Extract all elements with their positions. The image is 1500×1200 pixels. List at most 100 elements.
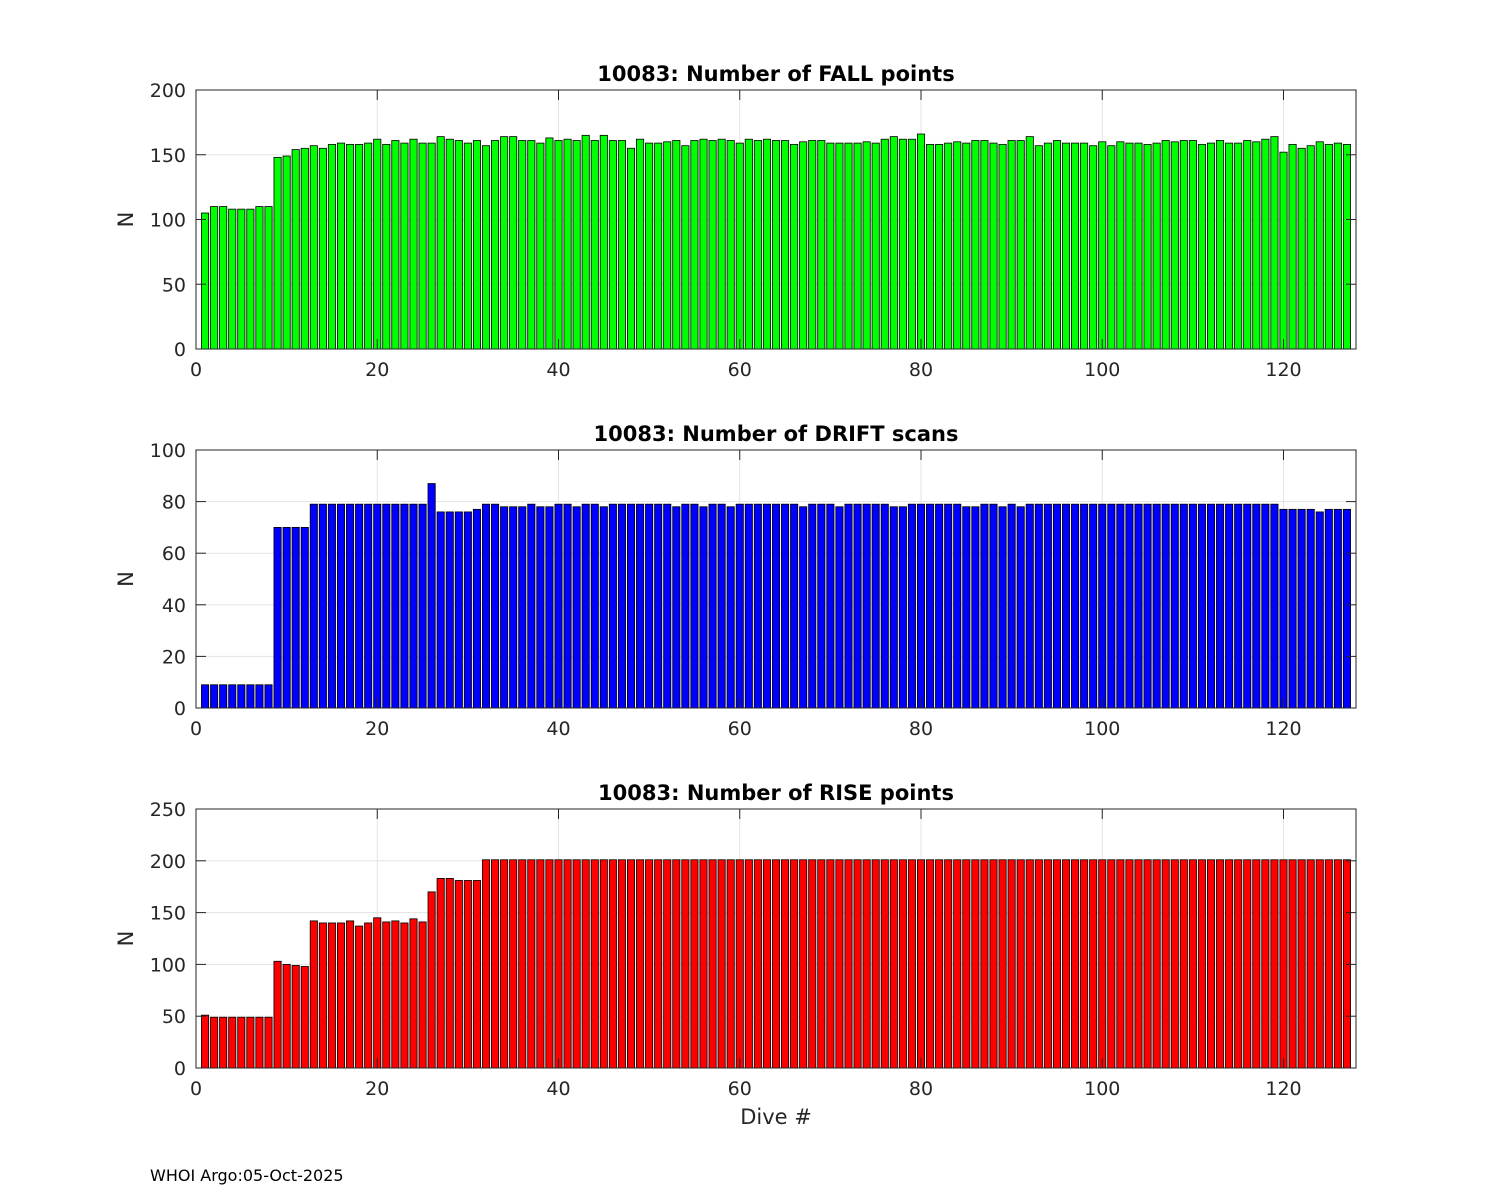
bar — [527, 503, 536, 709]
bar — [1034, 145, 1043, 350]
bar — [898, 859, 907, 1069]
bar — [445, 138, 454, 350]
bar — [916, 503, 926, 709]
bar — [744, 503, 753, 709]
bar — [355, 925, 364, 1069]
bar — [926, 143, 935, 350]
bar — [1252, 503, 1261, 709]
y-tick-label: 100 — [150, 440, 186, 462]
bar — [1089, 859, 1098, 1069]
bar — [427, 142, 436, 350]
bar — [654, 859, 663, 1069]
bar — [1152, 503, 1161, 709]
bar — [1279, 151, 1288, 350]
bar — [1107, 145, 1116, 350]
bar — [608, 859, 617, 1069]
bar — [626, 147, 636, 350]
bar — [826, 859, 835, 1069]
bar — [636, 503, 645, 709]
bar — [400, 503, 409, 709]
bar — [781, 503, 790, 709]
bar — [1333, 508, 1342, 709]
bar — [1025, 136, 1034, 350]
bar — [1043, 859, 1052, 1069]
bar — [953, 141, 962, 350]
bar — [1270, 136, 1279, 350]
bar — [264, 206, 273, 350]
bar — [1324, 859, 1333, 1069]
bar — [753, 140, 762, 350]
bar — [726, 859, 735, 1069]
bar — [527, 140, 536, 350]
bar — [1315, 141, 1324, 350]
bar — [645, 142, 654, 350]
chart-title: 10083: Number of FALL points — [597, 62, 954, 86]
x-tick-label: 100 — [1084, 718, 1120, 740]
bar — [1143, 143, 1152, 350]
x-tick-label: 80 — [909, 718, 933, 740]
bar — [336, 142, 346, 350]
bar — [980, 140, 989, 350]
bar — [735, 859, 744, 1069]
bar — [572, 859, 581, 1069]
bar — [1125, 503, 1134, 709]
bar — [998, 143, 1007, 350]
bar — [1234, 859, 1243, 1069]
bar — [391, 920, 400, 1069]
bar — [853, 142, 862, 350]
chart-panel-3: 0 20 40 60 80 100 120 0 50 100 150 200 250 10083: Num… — [114, 781, 1357, 1129]
bar — [916, 133, 926, 350]
bar — [1052, 503, 1061, 709]
chart-title: 10083: Number of RISE points — [598, 781, 954, 805]
bar — [672, 859, 681, 1069]
bar — [953, 859, 962, 1069]
bar — [273, 156, 282, 350]
bar — [255, 206, 264, 350]
bar — [1080, 142, 1089, 350]
x-tick-label: 20 — [365, 718, 389, 740]
bar — [935, 503, 944, 709]
bar — [608, 140, 617, 350]
bar — [681, 145, 690, 350]
bar — [808, 140, 817, 350]
bar — [690, 140, 699, 350]
bar — [844, 503, 853, 709]
bar — [518, 140, 527, 350]
bar — [500, 506, 509, 709]
bar — [708, 503, 717, 709]
bar — [282, 964, 291, 1069]
bar — [971, 506, 980, 709]
bar — [681, 859, 690, 1069]
bar — [454, 880, 463, 1069]
bar — [327, 143, 336, 350]
bar — [445, 511, 454, 709]
bar — [1016, 506, 1025, 709]
bar — [645, 859, 654, 1069]
bar — [699, 859, 708, 1069]
bar — [1080, 503, 1089, 709]
bar — [472, 140, 481, 350]
bar — [781, 140, 790, 350]
bar — [1188, 140, 1197, 350]
bar — [989, 859, 998, 1069]
bar — [1034, 503, 1043, 709]
bar — [1333, 859, 1342, 1069]
bar — [500, 859, 509, 1069]
bar — [907, 503, 916, 709]
bar — [853, 503, 862, 709]
bar — [835, 506, 844, 709]
bar — [880, 503, 889, 709]
bar — [916, 859, 926, 1069]
bar — [364, 922, 373, 1069]
bar — [636, 138, 645, 350]
bar — [926, 503, 935, 709]
bar — [681, 503, 690, 709]
bar — [1342, 508, 1351, 709]
bar — [1052, 140, 1061, 350]
bar — [862, 859, 871, 1069]
bar — [1071, 503, 1080, 709]
bar — [717, 503, 726, 709]
bar — [472, 508, 481, 709]
bar — [300, 966, 309, 1069]
